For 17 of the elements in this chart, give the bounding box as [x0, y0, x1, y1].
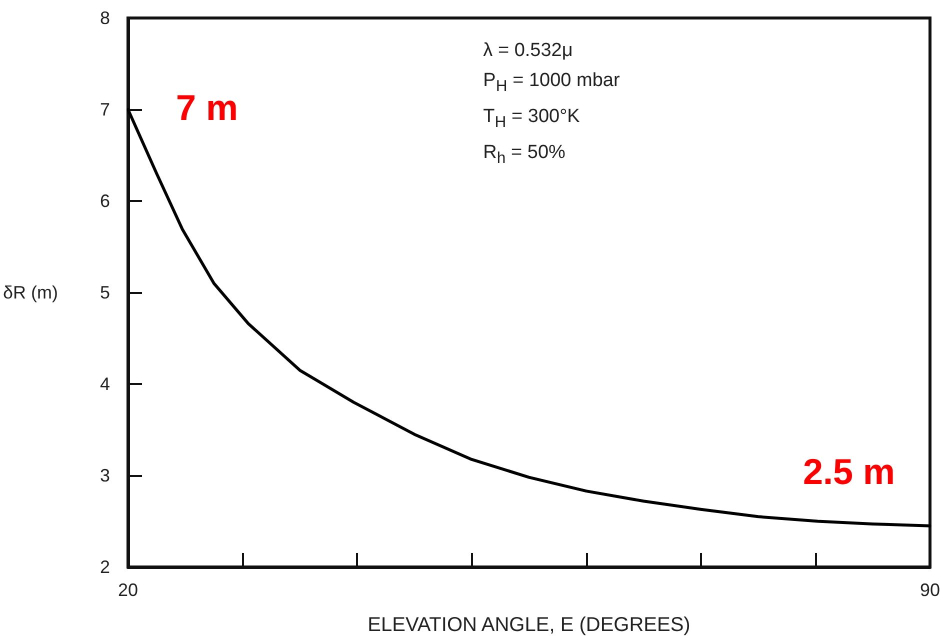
x-axis-title: ELEVATION ANGLE, E (DEGREES) [368, 614, 690, 636]
annotation: 2.5 m [802, 450, 896, 492]
annotation: T$_{H}$ = 300°K [483, 105, 581, 133]
y-tick-label: 7 [100, 100, 110, 120]
x-tick-label: 20 [118, 580, 138, 600]
y-tick-label: 6 [100, 191, 110, 211]
annotation: λ = 0.532μ [483, 39, 574, 64]
annotation: P$_{H}$ = 1000 mbar [483, 69, 620, 98]
annotation: R$_{h}$ = 50% [483, 140, 566, 169]
y-axis-title: δR (m) [2, 282, 58, 302]
y-tick-label: 2 [100, 557, 110, 577]
y-tick-label: 8 [100, 8, 110, 28]
y-tick-label: 5 [100, 282, 110, 302]
y-tick-label: 4 [100, 374, 110, 394]
x-tick-label: 90 [920, 580, 940, 600]
y-tick-label: 3 [100, 466, 110, 486]
annotation: 7 m [176, 87, 238, 128]
